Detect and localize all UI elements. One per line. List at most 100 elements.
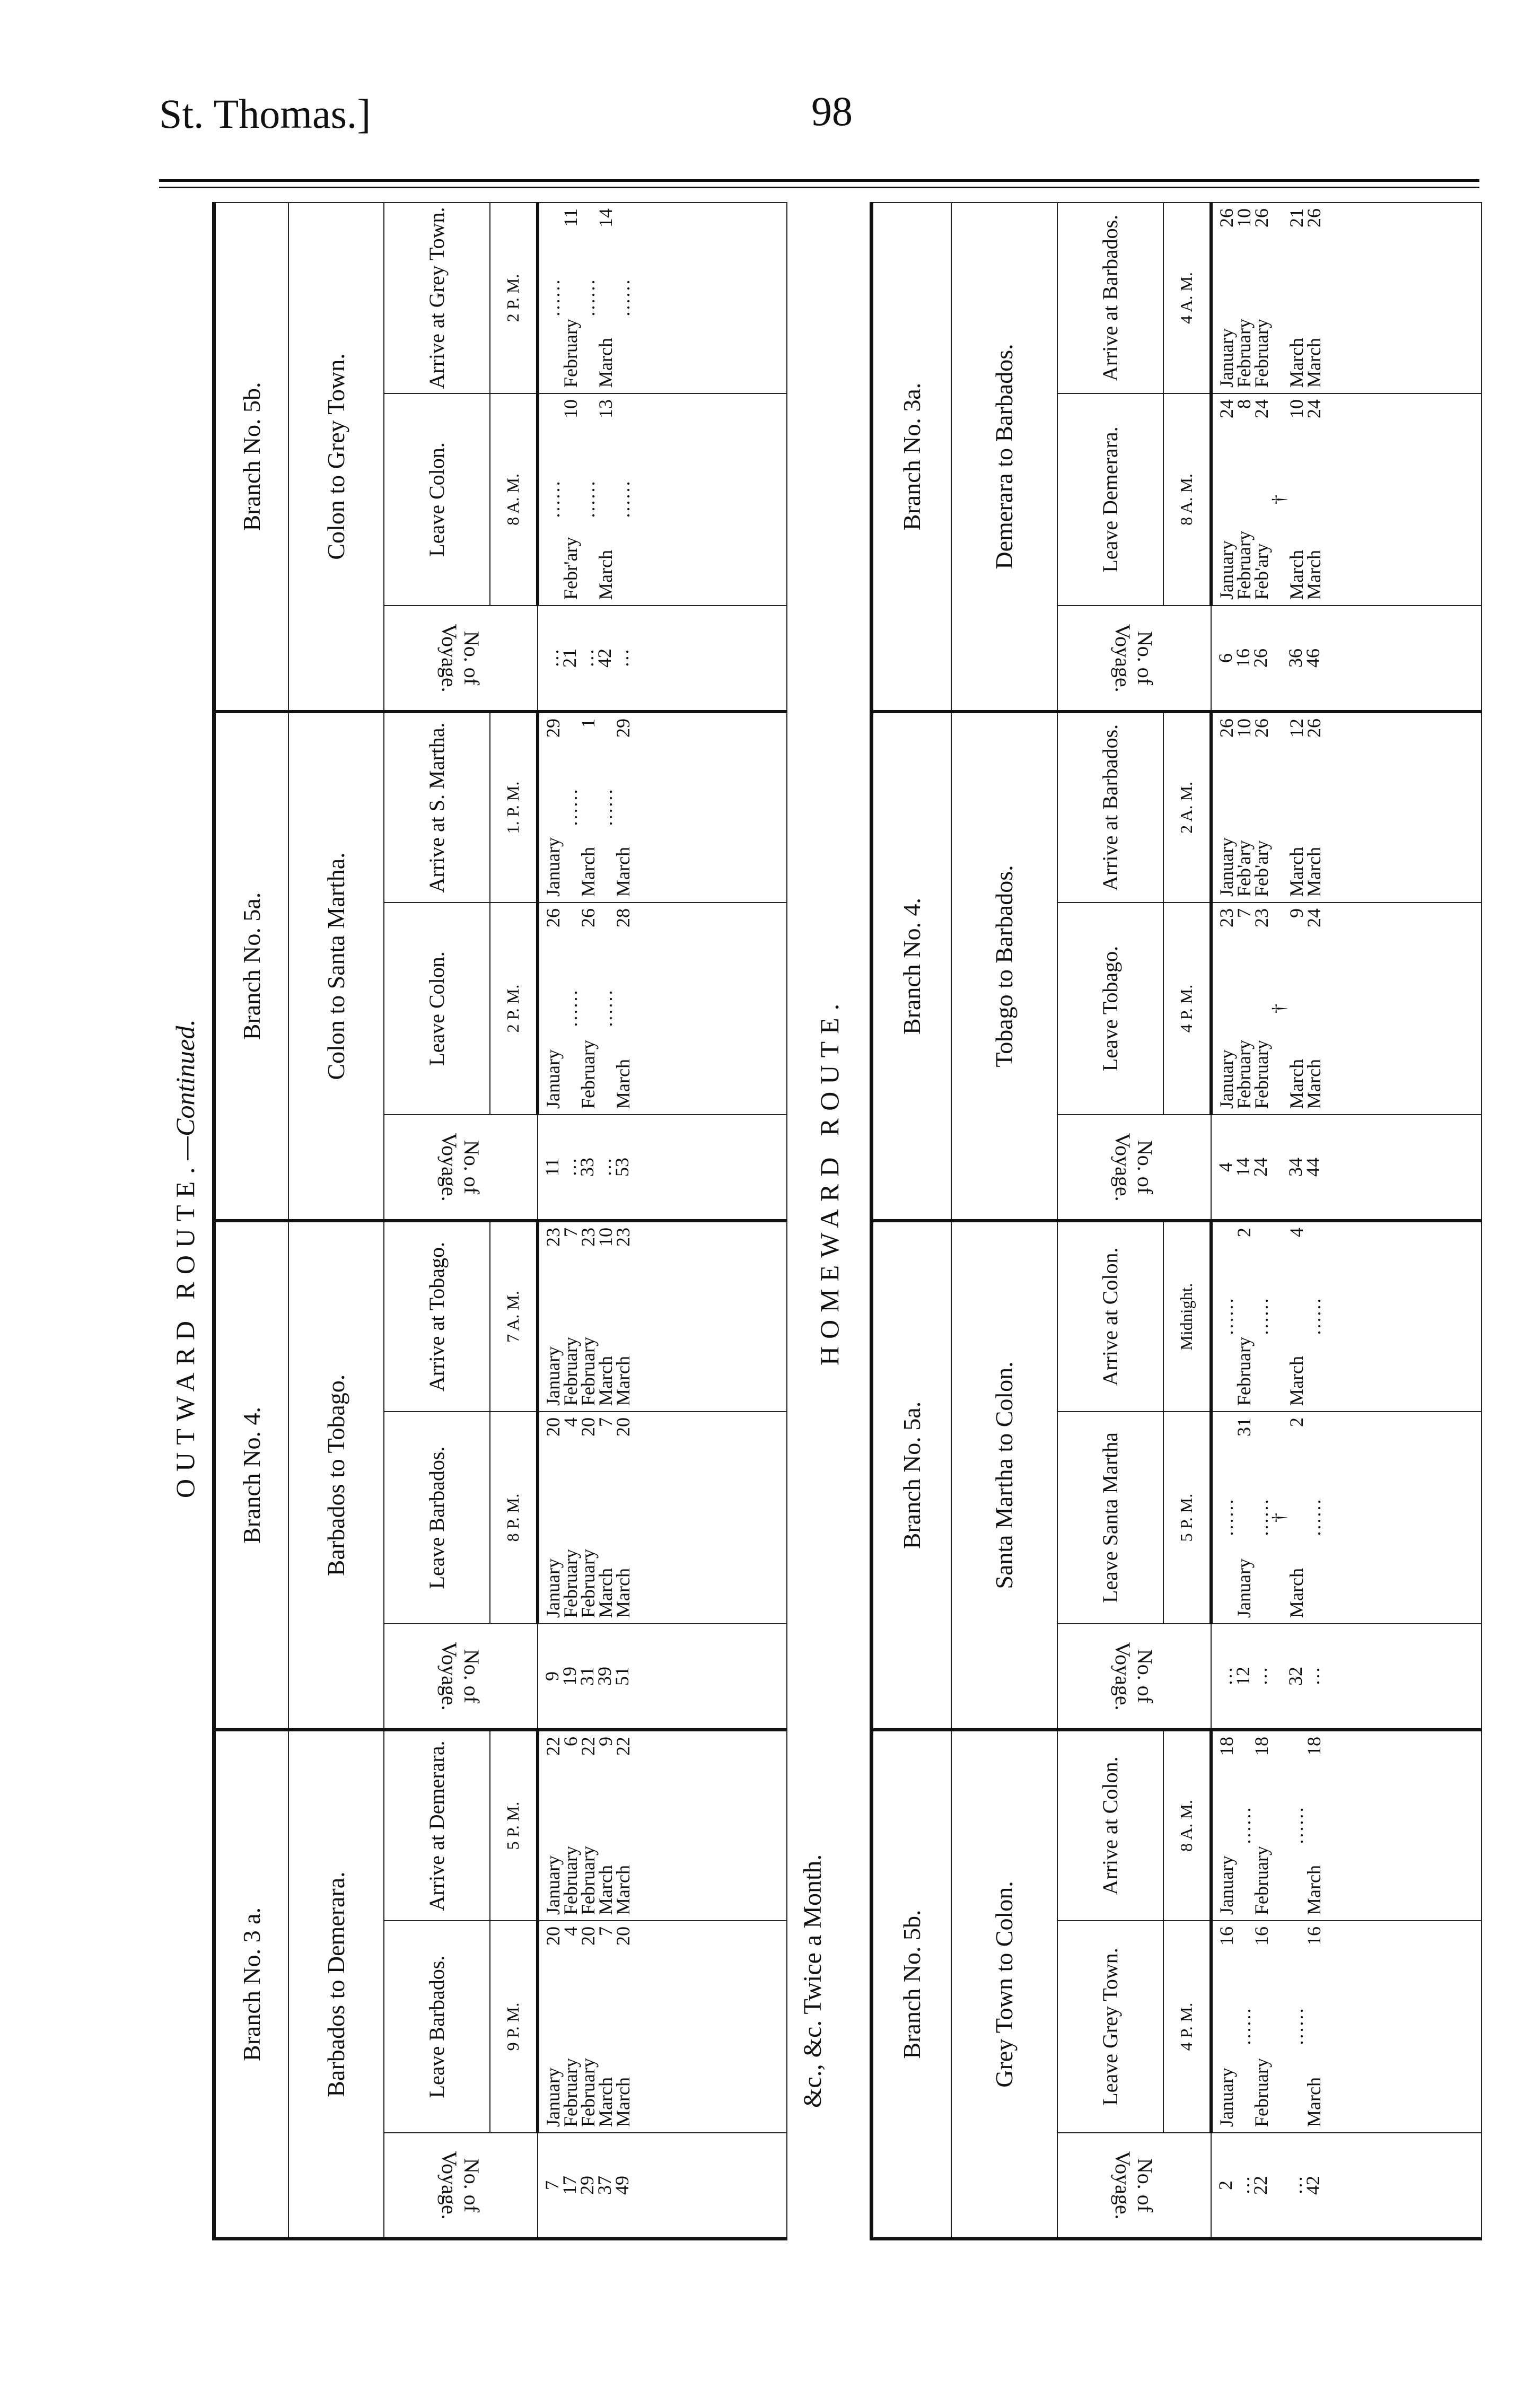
leave-dates: January 16 …… February 16 …… March 16 [1211, 1921, 1482, 2133]
voyage-numbers: 6 16 26 36 46 [1211, 605, 1482, 712]
table-row-cell [1270, 1927, 1288, 2127]
table-row-cell: 11 [541, 1158, 563, 1177]
leave-column-header: Leave Barbados. [383, 1411, 490, 1624]
table-row-cell: 4 [1214, 1162, 1236, 1172]
day: 23 [612, 1227, 634, 1247]
table-row-cell: January 20 [542, 1927, 564, 2127]
month: March [1285, 847, 1307, 897]
table-row-cell: January 26 [1216, 719, 1237, 897]
leave-time: 4 P. M. [1163, 1921, 1211, 2133]
voyage-numbers: … 12… 32… [1211, 1624, 1482, 1730]
month: March [1285, 1356, 1307, 1406]
month: February [559, 319, 581, 388]
month: March [1303, 1059, 1325, 1109]
day: 26 [542, 908, 564, 927]
month: Feb'ary [1233, 840, 1255, 897]
day: 16 [1215, 1927, 1237, 1946]
month: February [577, 2058, 599, 2127]
month: March [1303, 550, 1325, 600]
table-row-cell: 12 [1232, 1667, 1254, 1686]
month: February [1233, 1040, 1255, 1109]
table-row-cell: …… [577, 278, 599, 317]
arrive-time: 5 P. M. [489, 1729, 538, 1921]
branch-number: Branch No. 3a. [871, 202, 951, 712]
day: 21 [1285, 208, 1307, 227]
day: 20 [542, 1927, 564, 1946]
day: 26 [577, 908, 599, 927]
table-row-cell: March 28 [612, 908, 634, 1109]
voyage-column-header: No. of Voyage. [1057, 1624, 1211, 1730]
leave-time: 8 P. M. [489, 1411, 538, 1624]
month: February [1233, 319, 1255, 388]
day: 26 [1303, 208, 1325, 227]
table-row-cell: …… [1285, 1807, 1307, 1845]
day: 16 [1303, 1927, 1325, 1946]
leave-time: 4 P. M. [1163, 903, 1211, 1115]
arrive-time: 2 P. M. [489, 202, 538, 393]
day: 26 [1303, 718, 1325, 738]
day: 18 [1250, 1737, 1272, 1756]
table-row-cell: 19 [558, 1666, 580, 1686]
table-row-cell: …… [1233, 1807, 1255, 1845]
table-row-cell: 14 [1232, 1158, 1254, 1177]
table-row-cell: March 29 [612, 718, 634, 897]
month: February [559, 1846, 581, 1915]
header-rule [159, 179, 1479, 182]
arrive-column-header: Arrive at Barbados. [1057, 202, 1163, 393]
day: 22 [612, 1736, 634, 1756]
table-row-cell: …… [594, 788, 616, 827]
day: 26 [1215, 208, 1237, 227]
voyage-label: No. of Voyage. [1110, 1642, 1157, 1711]
table-row-cell: February 6 [559, 1737, 581, 1915]
month: March [612, 1059, 634, 1109]
voyage-label: No. of Voyage. [437, 624, 484, 693]
day: 29 [612, 718, 634, 738]
leave-column-header: Leave Demerara. [1057, 393, 1163, 606]
voyage-label: No. of Voyage. [1110, 2151, 1157, 2220]
arrive-column-header: Arrive at Tobago. [383, 1220, 490, 1412]
month: January [1233, 1558, 1255, 1618]
day: 7 [1233, 908, 1255, 918]
month: February [1233, 531, 1255, 600]
day: 23 [1250, 908, 1272, 927]
arrive-column-header: Arrive at Barbados. [1057, 711, 1163, 903]
table-row-cell: February 22 [577, 1737, 599, 1915]
table-row-cell: 6 [1214, 653, 1236, 663]
day: 29 [542, 718, 564, 738]
day: 24 [1303, 908, 1325, 927]
table-row-cell: Feb'ary 26 [1251, 719, 1272, 897]
month: March [594, 1568, 616, 1618]
table-row-cell: March 21 [1285, 208, 1307, 388]
month: January [1215, 1855, 1237, 1915]
month: January [1215, 540, 1237, 600]
voyage-column-header: No. of Voyage. [1057, 1115, 1211, 1221]
table-row-cell: Feb'ary 10 [1233, 719, 1255, 897]
day: 1 [577, 718, 599, 728]
table-row-cell: … [1232, 2176, 1254, 2195]
arrive-time: 1. P. M. [489, 711, 538, 903]
month: January [1215, 1049, 1237, 1109]
table-row-cell: February 26 [1251, 208, 1272, 388]
voyage-numbers: … 21… 42… [537, 605, 787, 712]
route-name: Grey Town to Colon. [951, 1730, 1057, 2239]
running-title: St. Thomas.] [159, 91, 371, 137]
table-row-cell: … [541, 648, 563, 668]
table-row-cell: March 13 [595, 399, 616, 600]
table-row-cell: 26 [1249, 648, 1271, 668]
table-row-cell: …… [1215, 1499, 1237, 1537]
day: 18 [1215, 1737, 1237, 1756]
day: 20 [612, 1417, 634, 1437]
route-name: Tobago to Barbados. [951, 711, 1057, 1221]
table-row-cell [1270, 1228, 1288, 1406]
table-row-cell: 51 [611, 1666, 633, 1686]
table-row-cell: …… [559, 788, 581, 827]
voyage-numbers: 2… 22… 42 [1211, 2133, 1482, 2239]
table-row-cell: March 9 [1286, 908, 1307, 1109]
table-row-cell: 34 [1284, 1158, 1306, 1177]
table-row-cell: …… [594, 989, 616, 1028]
table-row-cell: March 22 [612, 1736, 634, 1915]
voyage-label: No. of Voyage. [437, 1642, 484, 1711]
month: January [542, 1346, 564, 1406]
table-row-cell: 53 [611, 1157, 633, 1177]
day: 7 [594, 1927, 616, 1936]
